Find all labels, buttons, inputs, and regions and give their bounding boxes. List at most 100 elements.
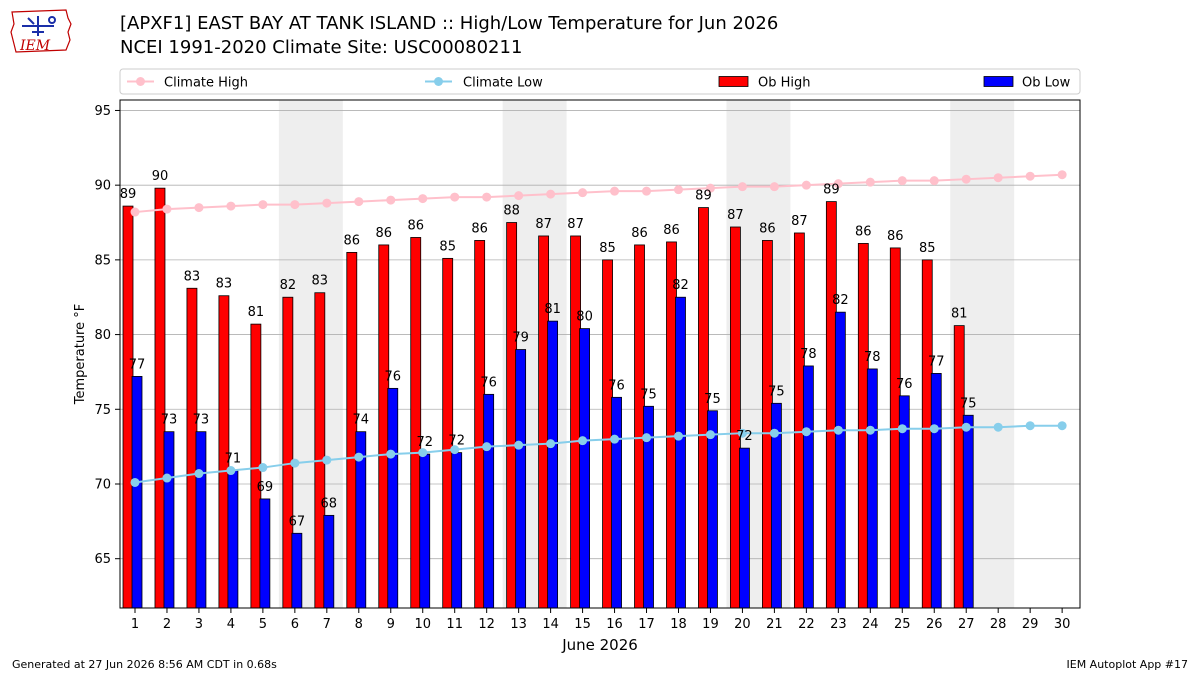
ob-low-bar — [163, 431, 175, 609]
x-tick-label: 14 — [542, 617, 559, 632]
x-tick-label: 6 — [291, 617, 299, 632]
ob-high-label: 81 — [951, 307, 968, 322]
climate-high-line — [134, 173, 1063, 214]
ob-high-label: 86 — [471, 221, 488, 236]
ob-high-label: 85 — [599, 241, 616, 256]
ob-high-label: 87 — [567, 217, 584, 232]
ob-low-label: 82 — [832, 293, 849, 308]
x-tick-label: 5 — [259, 617, 267, 632]
ob-low-label: 75 — [640, 387, 657, 402]
y-tick-label: 95 — [94, 104, 111, 119]
ob-low-label: 76 — [480, 375, 497, 390]
ob-low-label: 78 — [800, 347, 817, 362]
climate-high-point — [322, 198, 332, 208]
logo-text: IEM — [19, 38, 51, 54]
legend-climate-low-label: Climate Low — [463, 76, 543, 91]
app-note: IEM Autoplot App #17 — [1066, 658, 1189, 671]
climate-low-point — [130, 477, 140, 487]
x-tick-label: 19 — [702, 617, 719, 632]
climate-low-point — [194, 469, 204, 479]
climate-high-point — [897, 176, 907, 186]
climate-low-point — [322, 455, 332, 465]
ob-low-label: 75 — [960, 396, 977, 411]
climate-low-point — [578, 436, 588, 446]
climate-high-point — [1057, 170, 1067, 180]
ob-high-label: 86 — [759, 221, 776, 236]
x-tick-label: 4 — [227, 617, 235, 632]
climate-low-point — [386, 449, 396, 459]
ob-high-bar — [154, 187, 166, 609]
x-tick-label: 20 — [734, 617, 751, 632]
x-tick-label: 3 — [195, 617, 203, 632]
legend-ob-high-swatch — [718, 76, 749, 87]
legend-climate-high-label: Climate High — [164, 76, 248, 91]
ob-low-bar — [323, 514, 335, 609]
ob-high-bar — [762, 240, 773, 609]
climate-high-point — [610, 186, 620, 196]
ob-high-bar — [921, 259, 933, 609]
climate-high-point — [578, 188, 588, 198]
weather-station-icon — [22, 16, 56, 36]
y-tick-label: 65 — [94, 552, 111, 567]
ob-high-label: 83 — [312, 274, 329, 289]
x-tick-label: 1 — [131, 617, 139, 632]
ob-high-bar — [602, 259, 613, 609]
legend-climate-low-marker — [434, 77, 443, 86]
ob-high-label: 86 — [887, 229, 904, 244]
ob-low-bar — [834, 311, 846, 609]
climate-high-point — [226, 201, 236, 211]
climate-lines — [130, 170, 1067, 487]
ob-high-label: 87 — [535, 217, 552, 232]
climate-low-point — [897, 424, 907, 434]
climate-high-point — [258, 200, 268, 210]
x-tick-label: 16 — [606, 617, 623, 632]
bars — [122, 187, 974, 609]
ob-low-label: 68 — [321, 496, 338, 511]
x-tick-label: 11 — [446, 617, 463, 632]
ob-low-label: 71 — [225, 452, 242, 467]
climate-low-point — [610, 434, 620, 444]
ob-high-bar — [825, 201, 837, 609]
ob-low-label: 74 — [353, 413, 370, 428]
climate-high-point — [801, 180, 811, 190]
x-tick-label: 13 — [510, 617, 527, 632]
iem-logo: IEM — [10, 9, 72, 54]
ob-high-bar — [538, 235, 550, 609]
ob-high-label: 89 — [823, 183, 840, 198]
ob-low-bar — [611, 396, 622, 609]
legend-ob-low-label: Ob Low — [1022, 76, 1071, 91]
ob-low-bar — [483, 393, 495, 609]
ob-high-bar — [634, 244, 645, 609]
ob-low-label: 69 — [257, 480, 274, 495]
ob-high-bar — [857, 243, 869, 609]
ob-high-label: 82 — [280, 278, 297, 293]
ob-low-bar — [930, 373, 942, 609]
ob-high-bar — [570, 235, 581, 609]
ob-high-label: 86 — [375, 226, 392, 241]
climate-low-point — [1057, 421, 1067, 431]
y-tick-label: 75 — [94, 403, 111, 418]
y-tick-label: 80 — [94, 328, 111, 343]
x-tick-label: 25 — [894, 617, 911, 632]
x-tick-label: 28 — [990, 617, 1007, 632]
ob-low-label: 72 — [416, 435, 433, 450]
climate-low-point — [514, 440, 524, 450]
climate-high-point — [993, 173, 1003, 183]
climate-high-point — [386, 195, 396, 205]
climate-high-point — [162, 204, 172, 214]
ob-high-bar — [378, 244, 390, 609]
ob-high-bar — [410, 237, 422, 609]
ob-high-bar — [282, 296, 294, 609]
ob-low-label: 72 — [448, 434, 465, 449]
ob-low-bar — [451, 452, 463, 609]
plot-frame — [119, 99, 1081, 609]
ob-high-bar — [506, 222, 518, 609]
ob-low-label: 73 — [161, 413, 178, 428]
climate-high-point — [1025, 171, 1035, 181]
climate-low-point — [642, 433, 652, 443]
ob-low-label: 82 — [672, 278, 689, 293]
climate-high-point — [546, 189, 556, 199]
climate-high-point — [354, 197, 364, 207]
legend-ob-high-label: Ob High — [758, 76, 811, 91]
ob-low-bar — [962, 414, 974, 609]
